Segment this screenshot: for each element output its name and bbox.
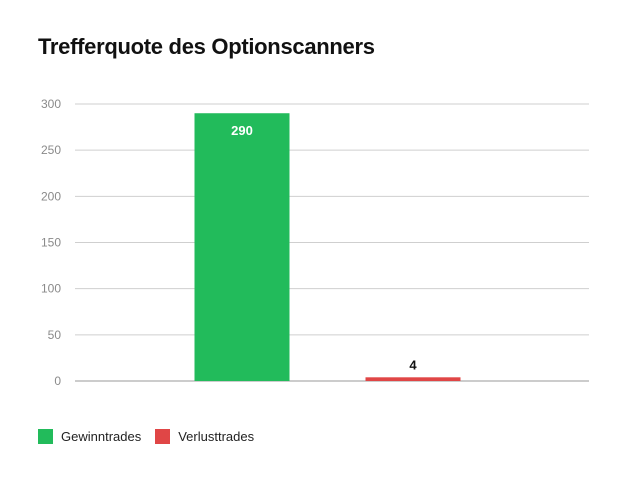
- bar-gewinntrades: [194, 113, 290, 381]
- y-tick-label: 300: [41, 97, 61, 111]
- chart-title: Trefferquote des Optionscanners: [38, 34, 375, 59]
- y-tick-label: 100: [41, 282, 61, 296]
- legend-swatch-gewinntrades: [38, 429, 53, 444]
- legend: Gewinntrades Verlusttrades: [38, 429, 254, 444]
- legend-item-verlusttrades: Verlusttrades: [155, 429, 254, 444]
- legend-label-gewinntrades: Gewinntrades: [61, 429, 142, 444]
- y-tick-label: 250: [41, 143, 61, 157]
- legend-swatch-verlusttrades: [155, 429, 171, 444]
- y-tick-label: 200: [41, 189, 61, 203]
- data-label: 290: [231, 123, 253, 138]
- data-label: 4: [409, 357, 417, 372]
- legend-item-gewinntrades: Gewinntrades: [38, 429, 141, 444]
- y-tick-label: 150: [41, 236, 61, 250]
- bars: [194, 113, 461, 381]
- data-labels: 290 4: [231, 123, 417, 372]
- y-tick-label: 0: [54, 374, 61, 388]
- legend-label-verlusttrades: Verlusttrades: [178, 429, 255, 444]
- y-axis-ticks: 0 50 100 150 200 250 300: [41, 97, 61, 388]
- bar-verlusttrades: [365, 377, 461, 381]
- gridlines: [75, 103, 589, 382]
- y-tick-label: 50: [48, 328, 62, 342]
